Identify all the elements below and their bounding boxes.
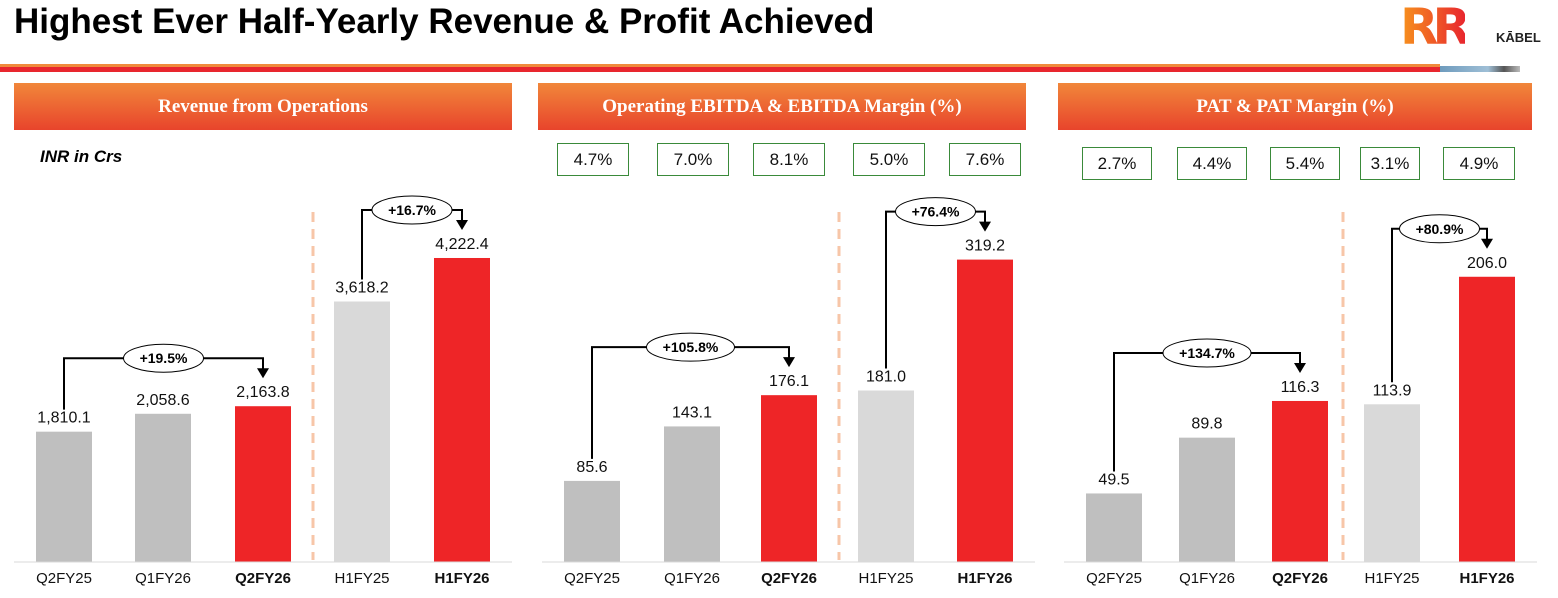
bar-h1fy26: [1459, 276, 1515, 562]
logo-mark: RR: [1400, 0, 1471, 56]
value-label: 113.9: [1373, 382, 1412, 399]
growth-label: +134.7%: [1179, 345, 1235, 361]
value-label: 116.3: [1281, 379, 1320, 396]
value-label: 3,618.2: [335, 279, 388, 296]
value-label: 319.2: [965, 238, 1005, 255]
unit-label: INR in Crs: [40, 147, 123, 166]
category-tick-label: Q1FY26: [135, 570, 191, 587]
value-label: 85.6: [576, 459, 607, 476]
page-title: Highest Ever Half-Yearly Revenue & Profi…: [14, 2, 875, 41]
chart-panel-1: 85.6 Q2FY25 143.1 Q1FY26 176.1 Q2FY26 181.0 H1F…: [542, 197, 1035, 587]
pat-panel-header: PAT & PAT Margin (%): [1058, 83, 1532, 130]
margin-box: 5.0%: [853, 143, 925, 176]
growth-label: +76.4%: [912, 204, 960, 220]
bar-h1fy26: [434, 257, 490, 562]
value-label: 181.0: [866, 369, 906, 386]
margin-box: 5.4%: [1270, 147, 1340, 180]
bar-h1fy25: [1364, 404, 1420, 562]
arrow-down-icon: [456, 219, 468, 230]
revenue-panel-header: Revenue from Operations: [14, 83, 512, 130]
arrow-down-icon: [1481, 238, 1493, 249]
bar-q1fy26: [664, 426, 720, 562]
margin-box: 7.6%: [949, 143, 1021, 176]
bar-q2fy25: [36, 431, 92, 562]
growth-oval: [1162, 338, 1252, 368]
value-label: 206.0: [1467, 255, 1507, 272]
growth-label: +19.5%: [140, 350, 188, 366]
bar-q2fy26: [235, 406, 291, 562]
category-tick-label: H1FY25: [858, 570, 913, 587]
ebitda-panel-header: Operating EBITDA & EBITDA Margin (%): [538, 83, 1026, 130]
bar-q1fy26: [1179, 437, 1235, 562]
bar-q2fy25: [564, 480, 620, 562]
bar-h1fy25: [334, 301, 390, 562]
arrow-down-icon: [783, 357, 795, 368]
growth-oval: [895, 197, 976, 227]
category-tick-label: Q2FY25: [1086, 570, 1142, 587]
growth-oval: [123, 343, 204, 373]
margin-box: 4.7%: [557, 143, 629, 176]
growth-label: +80.9%: [1416, 221, 1464, 237]
bar-h1fy26: [957, 259, 1013, 562]
growth-oval: [646, 332, 735, 362]
growth-label: +16.7%: [388, 202, 436, 218]
logo-text: KĀBEL: [1496, 30, 1541, 45]
category-tick-label: H1FY25: [334, 570, 389, 587]
arrow-down-icon: [1294, 362, 1306, 373]
category-tick-label: Q2FY26: [761, 570, 817, 587]
category-tick-label: Q2FY26: [1272, 570, 1328, 587]
category-tick-label: H1FY26: [957, 570, 1012, 587]
value-label: 176.1: [769, 373, 809, 390]
arrow-down-icon: [257, 368, 269, 379]
margin-box: 3.1%: [1360, 147, 1420, 180]
rr-kabel-logo: RR KĀBEL: [1400, 0, 1550, 56]
bar-h1fy25: [858, 390, 914, 562]
arrow-down-icon: [979, 221, 991, 232]
category-tick-label: H1FY26: [1459, 570, 1514, 587]
margin-box: 8.1%: [753, 143, 825, 176]
bar-q2fy25: [1086, 493, 1142, 562]
value-label: 49.5: [1098, 471, 1129, 488]
header-stripe: [0, 64, 1440, 72]
cable-graphic: [1440, 66, 1520, 72]
value-label: 2,163.8: [236, 384, 289, 401]
bar-q1fy26: [135, 413, 191, 562]
bar-q2fy26: [761, 395, 817, 562]
value-label: 1,810.1: [37, 410, 90, 427]
value-label: 2,058.6: [136, 392, 189, 409]
margin-box: 7.0%: [657, 143, 729, 176]
category-tick-label: Q2FY26: [235, 570, 291, 587]
category-tick-label: Q2FY25: [36, 570, 92, 587]
category-tick-label: H1FY25: [1364, 570, 1419, 587]
category-tick-label: H1FY26: [434, 570, 489, 587]
chart-panel-0: 1,810.1 Q2FY25 2,058.6 Q1FY26 2,163.8 Q2FY26 3…: [14, 195, 512, 587]
margin-box: 4.4%: [1177, 147, 1247, 180]
margin-box: 2.7%: [1082, 147, 1152, 180]
growth-label: +105.8%: [663, 339, 719, 355]
category-tick-label: Q2FY25: [564, 570, 620, 587]
category-tick-label: Q1FY26: [1179, 570, 1235, 587]
growth-oval: [371, 195, 453, 225]
value-label: 4,222.4: [435, 236, 488, 253]
growth-oval: [1399, 214, 1480, 244]
margin-box: 4.9%: [1443, 147, 1515, 180]
value-label: 89.8: [1191, 416, 1222, 433]
bar-q2fy26: [1272, 400, 1328, 562]
chart-panel-2: 49.5 Q2FY25 89.8 Q1FY26 116.3 Q2FY26 113.9 H1FY…: [1064, 212, 1537, 587]
value-label: 143.1: [672, 404, 712, 421]
category-tick-label: Q1FY26: [664, 570, 720, 587]
